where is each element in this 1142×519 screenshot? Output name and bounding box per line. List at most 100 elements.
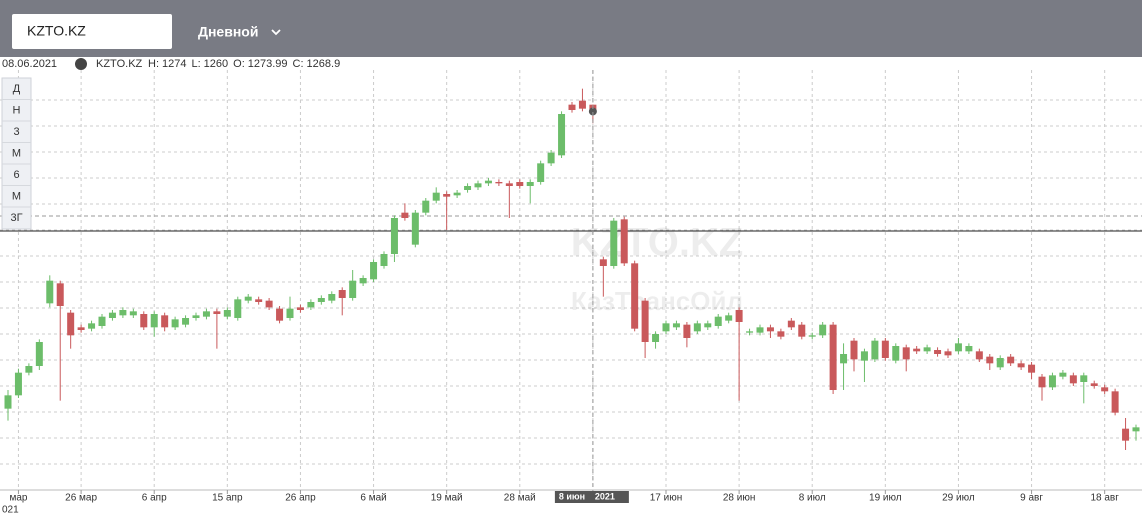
candle-body — [1007, 356, 1015, 364]
info-line: 08.06.2021 KZTO.KZ H: 1274 L: 1260 O: 1273.99… — [2, 58, 340, 70]
candle-body — [77, 327, 85, 330]
candle-body — [35, 342, 43, 366]
interval-select[interactable]: Дневной — [198, 24, 258, 40]
x-tick-label: 6 май — [360, 493, 386, 504]
candle-body — [359, 278, 367, 284]
symbol-input-text: KZTO.KZ — [27, 23, 86, 39]
candle-body — [1122, 428, 1130, 441]
candle-body — [1048, 375, 1056, 388]
candle-body — [296, 307, 304, 310]
candle-body — [662, 323, 670, 332]
candle-body — [965, 346, 973, 352]
candle-body — [255, 299, 263, 302]
candle-body — [1017, 363, 1025, 368]
crosshair-label-box — [554, 491, 629, 503]
info-value: 1273.99 — [248, 58, 288, 70]
candle-body — [683, 324, 691, 338]
period-button[interactable]: Д — [13, 83, 21, 95]
candle-body — [766, 327, 774, 332]
period-button[interactable]: 6 — [13, 169, 19, 181]
candle-body — [182, 318, 190, 325]
x-tick-label: 17 июн — [650, 493, 683, 504]
x-tick-label: 26 мар — [65, 493, 97, 504]
candle-body — [276, 308, 284, 321]
info-label: L: — [191, 58, 200, 70]
candle-body — [881, 340, 889, 358]
candle-body — [14, 372, 22, 396]
candle-body — [934, 350, 942, 354]
candle-body — [213, 311, 221, 314]
candle-body — [401, 212, 409, 218]
candle-body — [307, 302, 315, 308]
period-panel — [1, 77, 32, 230]
chevron-icon — [271, 29, 281, 36]
period-button[interactable]: М — [12, 147, 21, 159]
candle-body — [620, 219, 628, 264]
candle-body — [495, 182, 503, 184]
candle-body — [850, 340, 858, 360]
candle-body — [860, 351, 868, 361]
period-button[interactable]: Н — [13, 104, 21, 116]
candle-body — [798, 324, 806, 337]
x-year-label: 021 — [2, 505, 19, 516]
candle-body — [4, 395, 12, 409]
crosshair-year: 2021 — [595, 491, 615, 501]
candle-body — [432, 192, 440, 201]
candle-body — [98, 316, 106, 326]
symbol-dot — [75, 58, 87, 70]
period-button[interactable]: М — [12, 190, 21, 202]
candle-body — [714, 316, 722, 326]
candle-body — [808, 335, 816, 337]
info-symbol: KZTO.KZ — [96, 58, 143, 70]
candle-body — [547, 152, 555, 164]
candle-body — [756, 327, 764, 333]
x-tick-label: 8 июл — [799, 493, 826, 504]
period-button[interactable]: 3Г — [10, 212, 22, 224]
x-tick-label: 28 июн — [723, 493, 756, 504]
x-axis-labels: мар 26 мар 6 апр 15 апр 26 апр 6 май 19 май 28 … — [9, 490, 1119, 504]
candle-body — [902, 347, 910, 360]
crosshair-dot — [588, 107, 597, 116]
info-label: C: — [293, 58, 304, 70]
candle-body — [192, 315, 200, 318]
candle-body — [568, 104, 576, 110]
candle-body — [735, 310, 743, 322]
toolbar — [0, 0, 1142, 57]
symbol-input[interactable] — [12, 14, 172, 49]
candle-body — [558, 114, 566, 156]
candle-body — [505, 183, 513, 186]
candle-body — [1080, 375, 1088, 382]
candle-body — [829, 324, 837, 390]
candle-body — [46, 280, 54, 304]
x-tick-label: 26 апр — [285, 493, 316, 504]
candle-body — [370, 262, 378, 280]
candle-body — [1090, 383, 1098, 386]
candle-body — [161, 315, 169, 328]
period-button[interactable]: 3 — [13, 126, 19, 138]
candle-body — [599, 259, 607, 266]
x-tick-label: 6 апр — [142, 493, 167, 504]
candle-body — [484, 180, 492, 184]
candle-body — [464, 186, 472, 190]
candle-body — [871, 340, 879, 360]
candle-body — [56, 283, 64, 306]
candle-body — [140, 314, 148, 328]
candle-body — [150, 314, 158, 328]
x-tick-label: 18 авг — [1090, 493, 1119, 504]
candle-body — [1038, 376, 1046, 388]
candle-body — [390, 218, 398, 254]
candle-body — [537, 163, 545, 182]
info-value: 1274 — [162, 58, 186, 70]
candle-body — [25, 366, 33, 373]
candle-body — [453, 192, 461, 196]
candle-body — [171, 319, 179, 328]
info-value: 1260 — [204, 58, 228, 70]
candle-body — [777, 331, 785, 337]
period-buttons: ДН 3 М 6 М 3Г — [1, 77, 32, 230]
x-tick-label: 29 июл — [942, 493, 975, 504]
candle-body — [892, 346, 900, 361]
candle-body — [516, 182, 524, 186]
grid — [0, 70, 1142, 490]
